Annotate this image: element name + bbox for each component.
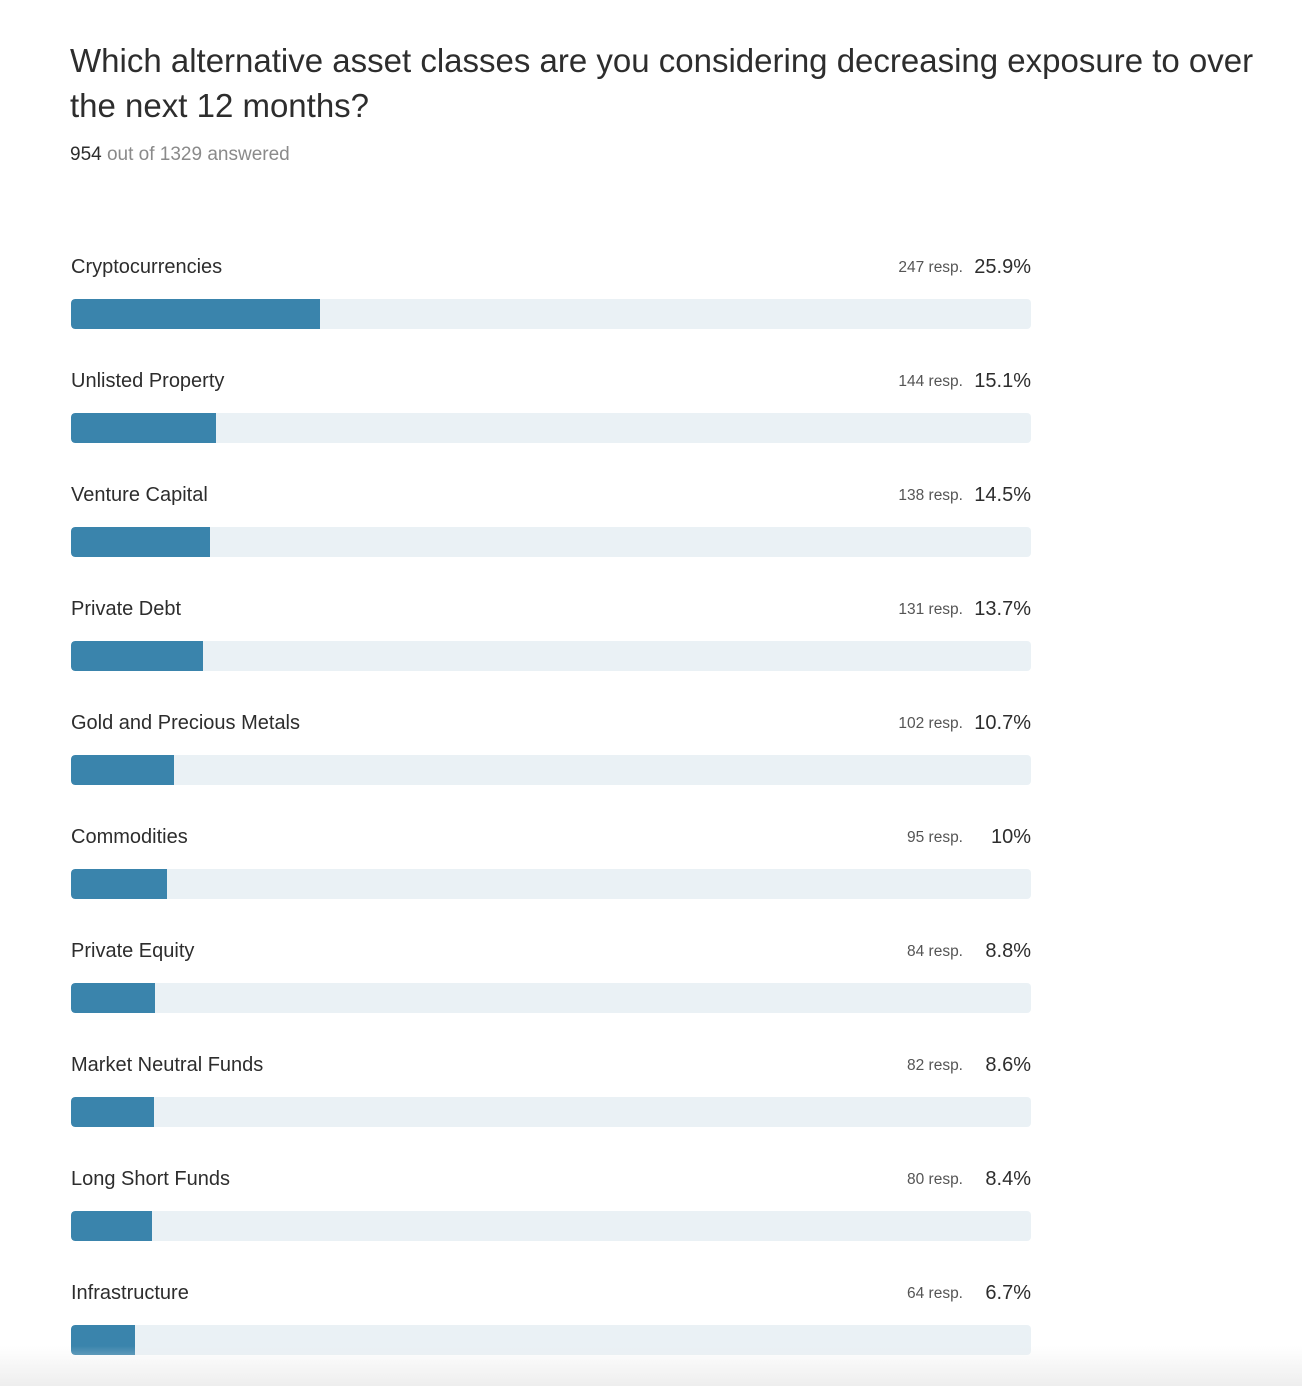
row-response-count: 247 resp. — [898, 259, 963, 276]
result-row: Private Equity 84 resp. 8.8% — [71, 932, 1033, 1046]
row-label: Long Short Funds — [71, 1168, 230, 1190]
answered-total-text: out of 1329 answered — [101, 144, 290, 165]
bar-track — [71, 527, 1031, 557]
row-response-count: 80 resp. — [906, 1171, 963, 1188]
row-label: Private Equity — [71, 940, 195, 962]
result-row: Commodities 95 resp. 10% — [71, 818, 1033, 932]
row-response-count: 144 resp. — [898, 373, 963, 390]
bar-track — [71, 983, 1031, 1013]
result-row: Venture Capital 138 resp. 14.5% — [71, 476, 1033, 590]
row-label: Unlisted Property — [71, 370, 225, 392]
row-response-count: 84 resp. — [906, 943, 963, 960]
bar-fill — [71, 1211, 152, 1241]
bar-fill — [71, 983, 156, 1013]
row-label: Private Debt — [71, 598, 182, 620]
bar-track — [71, 299, 1031, 329]
answered-count: 954 — [70, 144, 102, 165]
bar-fill — [71, 641, 203, 671]
row-percentage: 8.8% — [985, 940, 1031, 962]
row-percentage: 13.7% — [974, 598, 1031, 620]
bar-fill — [71, 299, 320, 329]
bar-track — [71, 1325, 1031, 1355]
row-percentage: 6.7% — [985, 1282, 1031, 1304]
row-response-count: 102 resp. — [898, 715, 963, 732]
bar-track — [71, 413, 1031, 443]
row-response-count: 82 resp. — [906, 1057, 963, 1074]
row-percentage: 8.4% — [985, 1168, 1031, 1190]
row-response-count: 131 resp. — [898, 601, 963, 618]
row-label: Market Neutral Funds — [71, 1054, 264, 1076]
bar-fill — [71, 527, 211, 557]
row-percentage: 10.7% — [974, 712, 1031, 734]
result-row: Market Neutral Funds 82 resp. 8.6% — [71, 1046, 1033, 1160]
result-row: Private Debt 131 resp. 13.7% — [71, 590, 1033, 704]
bar-fill — [71, 755, 174, 785]
row-percentage: 14.5% — [974, 484, 1031, 506]
row-label: Venture Capital — [71, 484, 208, 506]
result-row: Gold and Precious Metals 102 resp. 10.7% — [71, 704, 1033, 818]
row-response-count: 138 resp. — [898, 487, 963, 504]
result-row: Long Short Funds 80 resp. 8.4% — [71, 1160, 1033, 1274]
question-title: Which alternative asset classes are you … — [70, 42, 1254, 124]
row-percentage: 8.6% — [985, 1054, 1031, 1076]
answered-summary: 954 out of 1329 answered — [70, 142, 290, 168]
row-label: Gold and Precious Metals — [71, 712, 301, 734]
result-row: Unlisted Property 144 resp. 15.1% — [71, 362, 1033, 476]
bar-fill — [71, 413, 216, 443]
result-row: Infrastructure 64 resp. 6.7% — [71, 1274, 1033, 1388]
bar-track — [71, 641, 1031, 671]
bar-track — [71, 869, 1031, 899]
bar-fill — [71, 869, 167, 899]
row-label: Infrastructure — [71, 1282, 189, 1304]
bar-fill — [71, 1097, 154, 1127]
row-label: Commodities — [71, 826, 188, 848]
bar-fill — [71, 1325, 136, 1355]
row-response-count: 95 resp. — [906, 829, 963, 846]
results-bar-chart: Cryptocurrencies 247 resp. 25.9% Unlisted P… — [71, 248, 1033, 1388]
bar-track — [71, 1211, 1031, 1241]
row-label: Cryptocurrencies — [71, 256, 223, 278]
bar-track — [71, 1097, 1031, 1127]
row-percentage: 15.1% — [974, 370, 1031, 392]
row-percentage: 10% — [990, 826, 1031, 848]
row-percentage: 25.9% — [974, 256, 1031, 278]
result-row: Cryptocurrencies 247 resp. 25.9% — [71, 248, 1033, 362]
row-response-count: 64 resp. — [906, 1285, 963, 1302]
bar-track — [71, 755, 1031, 785]
